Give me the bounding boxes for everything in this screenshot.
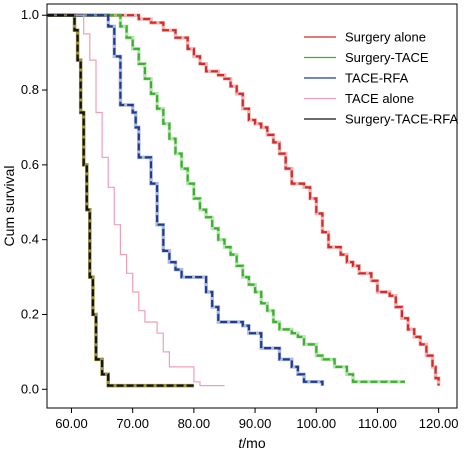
plot-frame — [46, 3, 458, 409]
legend-label-tace-alone: TACE alone — [345, 91, 414, 106]
y-axis-title: Cum survival — [1, 166, 17, 247]
series-line-surgery-alone — [47, 14, 440, 386]
series-line-tace-alone — [47, 14, 225, 387]
series-line-tace-rfa — [47, 14, 324, 386]
legend-label-surgery-alone: Surgery alone — [345, 30, 426, 45]
y-tick-label: 0.6 — [21, 157, 39, 172]
series-lines — [47, 13, 441, 388]
x-tick-label: 110.00 — [358, 416, 397, 431]
x-tick-label: 80.00 — [178, 416, 211, 431]
y-tick-label: 0.4 — [21, 232, 39, 247]
legend-label-surgery-tace-rfa: Surgery-TACE-RFA — [345, 112, 458, 127]
legend: Surgery alone Surgery-TACE TACE-RFA TACE al… — [304, 30, 458, 127]
x-tick-label: 70.00 — [116, 416, 149, 431]
y-tick-label: 1.0 — [21, 7, 39, 22]
legend-label-tace-rfa: TACE-RFA — [345, 71, 409, 86]
y-tick-label: 0.0 — [21, 381, 39, 396]
y-tick-label: 0.8 — [21, 82, 39, 97]
y-tick-label: 0.2 — [21, 306, 39, 321]
x-tick-label: 120.00 — [419, 416, 459, 431]
x-tick-label: 100.00 — [296, 416, 336, 431]
y-axis: 0.0 0.2 0.4 0.6 0.8 1.0 — [21, 7, 47, 396]
series-line-surgery-tace — [47, 14, 405, 383]
x-tick-label: 90.00 — [239, 416, 272, 431]
series-line-surgery-tace-rfa — [47, 14, 194, 387]
x-tick-label: 60.00 — [55, 416, 88, 431]
legend-label-surgery-tace: Surgery-TACE — [345, 50, 429, 65]
x-axis: 60.00 70.00 80.00 90.00 100.00 110.00 120.00 — [55, 408, 459, 431]
x-axis-title: t/mo — [238, 435, 265, 451]
